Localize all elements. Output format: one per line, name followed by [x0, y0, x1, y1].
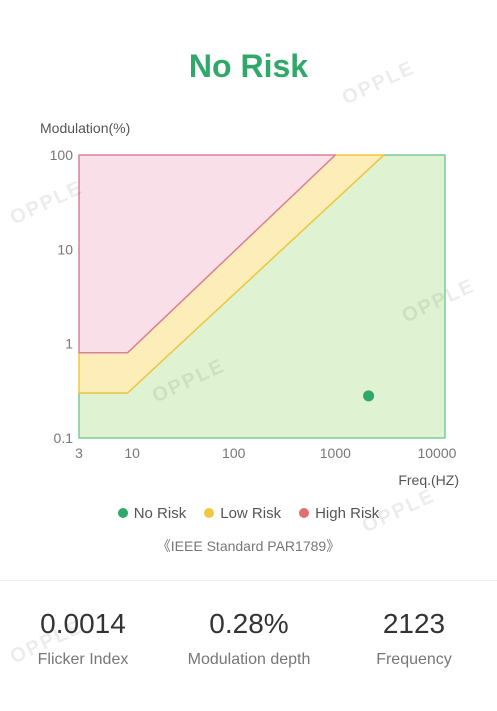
stat-value: 2123 [382, 608, 446, 639]
stat-label: Frequency [376, 651, 452, 668]
y-tick-label: 1 [65, 336, 73, 352]
stat-modulation-depth: 0.28% Modulation depth [166, 607, 332, 669]
legend-item-high-risk: High Risk [299, 505, 379, 522]
flicker-risk-chart: Modulation(%) Freq.(HZ) 0.1 1 10 100 3 10 100 100… [40, 120, 459, 488]
stat-flicker-index: 0.0014 Flicker Index [0, 607, 166, 669]
legend-item-no-risk: No Risk [117, 504, 187, 522]
legend-dot-yellow-icon [204, 508, 215, 518]
stat-value: 0.0014 [40, 608, 126, 639]
x-tick-label: 100 [222, 445, 246, 461]
risk-status-title: No Risk [188, 48, 309, 84]
x-axis-label: Freq.(HZ) [398, 472, 459, 488]
chart-legend: No Risk Low Risk High Risk [0, 502, 497, 524]
stat-value: 0.28% [209, 608, 289, 639]
x-tick-label: 3 [75, 445, 83, 461]
x-tick-label: 1000 [320, 445, 351, 461]
legend-dot-green-icon [117, 508, 128, 518]
x-tick-label: 10 [124, 445, 140, 461]
legend-dot-red-icon [299, 508, 310, 518]
legend-label: High Risk [315, 504, 380, 522]
legend-item-low-risk: Low Risk [204, 505, 281, 522]
region-high-risk [78, 154, 337, 354]
measurement-point [363, 390, 375, 402]
standard-reference: 《IEEE Standard PAR1789》 [156, 538, 341, 554]
y-tick-label: 100 [50, 147, 74, 163]
y-tick-label: 0.1 [54, 430, 74, 446]
x-tick-label: 10000 [417, 445, 456, 461]
stat-frequency: 2123 Frequency [331, 607, 497, 669]
legend-label: No Risk [133, 504, 187, 522]
stat-label: Modulation depth [187, 651, 311, 668]
stat-label: Flicker Index [37, 651, 129, 668]
result-card: No Risk Modulation(%) Freq.(HZ) 0.1 1 10 100 3… [0, 0, 497, 580]
measurement-stats: 0.0014 Flicker Index 0.28% Modulation de… [0, 581, 497, 711]
y-tick-label: 10 [57, 241, 73, 257]
y-axis-label: Modulation(%) [40, 120, 130, 136]
legend-label: Low Risk [220, 504, 282, 522]
